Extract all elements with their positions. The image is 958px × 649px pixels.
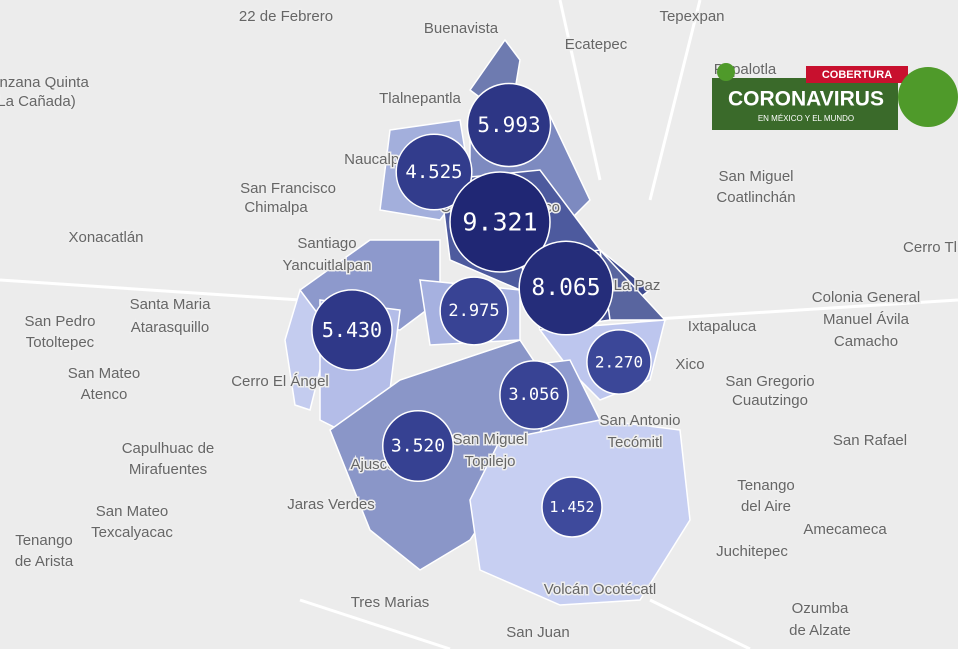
place-label: Xonacatlán [68,229,143,246]
place-label: Santiago [297,235,356,252]
place-label: Capulhuac de [122,440,215,457]
place-label: San Juan [506,624,569,641]
place-label: de Alzate [789,622,851,639]
bubble-label: 2.975 [448,301,499,321]
bubbles: 5.993 4.525 9.321 8.065 5.430 2.975 2.270 3.056… [311,82,652,538]
place-label: Santa Maria [130,296,212,313]
place-label: Buenavista [424,20,499,37]
bubble [449,171,551,273]
badge-tag: COBERTURA [822,69,892,81]
bubble-label: 1.452 [549,498,594,516]
bubble-label: 9.321 [462,208,537,237]
place-label: Ecatepec [565,36,628,53]
place-label: Colonia General [812,289,920,306]
bubble [499,360,569,430]
place-label: Texcalyacac [91,524,173,541]
place-label: Mirafuentes [129,461,207,478]
place-label: San Miguel [718,168,793,185]
badge: COBERTURA CORONAVIRUS EN MÉXICO Y EL MUN… [712,63,958,130]
place-labels: 22 de Febrero Buenavista Tepexpan Ecatepec a… [0,6,958,642]
badge-tag-bg [806,66,908,83]
place-label: San Mateo [96,503,169,520]
bubble-label: 3.520 [391,436,445,457]
place-label: anzana Quinta [0,74,89,91]
bubble-label: 8.065 [531,275,600,301]
bubble [311,289,393,371]
place-label: Atenco [81,386,128,403]
place-label: Juchitepec [716,543,788,560]
place-label: Manuel Ávila [823,311,910,328]
place-label: San Mateo [68,365,141,382]
bubble [518,240,614,336]
virus-icon [898,67,958,127]
badge-title: CORONAVIRUS [728,88,884,111]
bubble [439,276,509,346]
badge-bg [712,78,898,130]
place-label: Tenango [15,532,73,549]
bubble [586,329,652,395]
place-label: del Aire [741,498,791,515]
place-label: 22 de Febrero [239,8,333,25]
bubble [381,409,455,483]
bubble-label: 5.430 [322,318,382,342]
place-label: Tlalnepantla [379,90,461,107]
place-label: Xico [675,356,704,373]
place-label: San Antonio [600,412,681,429]
place-label: San Rafael [833,432,907,449]
place-label: Amecameca [803,521,887,538]
place-label: San Francisco [240,180,336,197]
place-label: Jaras Verdes [287,496,375,513]
place-label: Topilejo [465,453,516,470]
bubble-label: 5.993 [477,113,540,137]
place-label: Ixtapaluca [688,318,757,335]
place-label: Ozumba [792,600,849,617]
place-label: Camacho [834,333,898,350]
bubble-label: 3.056 [508,385,559,405]
place-label: Tenango [737,477,795,494]
place-label: Cerro El Ángel [231,373,329,390]
virus-icon [717,63,735,81]
bubble [466,82,552,168]
place-label: Atarasquillo [131,319,209,336]
place-label: La Paz [614,277,661,294]
place-label: Volcán Ocotécatl [544,581,657,598]
bubble-label: 2.270 [595,353,643,372]
place-label: Cuautzingo [732,392,808,409]
place-label: San Gregorio [725,373,814,390]
place-label: San Miguel [452,431,527,448]
place-label: Yancuitlalpan [283,257,372,274]
place-label: Tecómitl [607,434,662,451]
place-label: Tres Marias [351,594,430,611]
place-label: San Pedro [25,313,96,330]
bubble-label: 4.525 [405,161,462,183]
bubble [395,133,473,211]
place-label: Chimalpa [244,199,308,216]
place-label: Totoltepec [26,334,95,351]
place-label: (La Cañada) [0,93,76,110]
place-label: Cerro Tl [903,239,957,256]
place-label: Coatlinchán [716,189,795,206]
badge-subtitle: EN MÉXICO Y EL MUNDO [758,114,854,123]
place-label: de Arista [15,553,74,570]
bubble [541,476,603,538]
place-label: Tepexpan [659,8,724,25]
